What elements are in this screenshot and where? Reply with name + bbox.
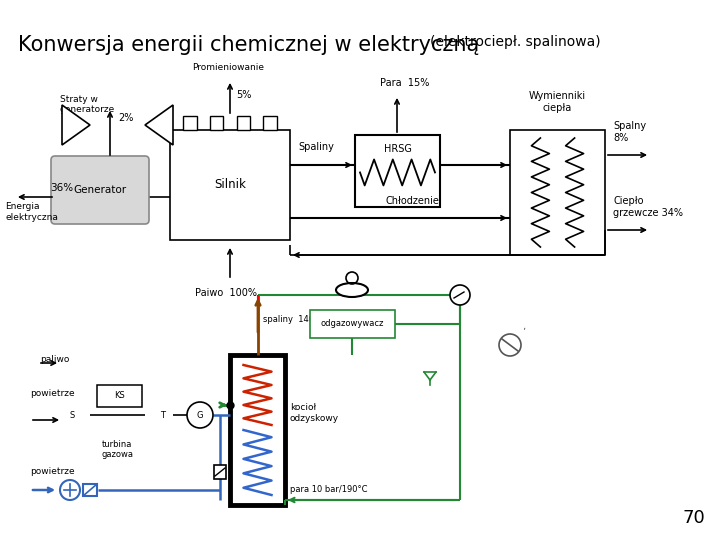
Text: Spaliny: Spaliny <box>298 142 334 152</box>
Circle shape <box>450 285 470 305</box>
Text: S: S <box>69 410 75 420</box>
Text: Generator: Generator <box>73 185 127 195</box>
Circle shape <box>499 334 521 356</box>
Text: powietrze: powietrze <box>30 468 75 476</box>
Text: Straty w
generatorze: Straty w generatorze <box>60 95 115 114</box>
Text: Promieniowanie: Promieniowanie <box>192 63 264 72</box>
Bar <box>97 385 142 407</box>
Text: Para  15%: Para 15% <box>380 78 429 88</box>
Text: para 10 bar/190°C: para 10 bar/190°C <box>290 485 367 495</box>
Text: Paiwo  100%: Paiwo 100% <box>195 288 257 298</box>
Text: Energia
elektryczna: Energia elektryczna <box>5 202 58 222</box>
Bar <box>210 116 223 130</box>
Text: kocioł
odzyskowy: kocioł odzyskowy <box>290 403 339 423</box>
Text: 70: 70 <box>683 509 705 527</box>
Polygon shape <box>62 105 90 145</box>
Text: paliwo: paliwo <box>40 355 69 364</box>
Bar <box>237 116 250 130</box>
Text: odgazowywacz: odgazowywacz <box>321 320 384 328</box>
Text: G: G <box>197 410 203 420</box>
Text: Konwersja energii chemicznej w elektryczną: Konwersja energii chemicznej w elektrycz… <box>18 35 480 55</box>
Text: Ciepło
grzewcze 34%: Ciepło grzewcze 34% <box>613 197 683 218</box>
Bar <box>230 355 285 505</box>
Text: T: T <box>161 410 166 420</box>
Ellipse shape <box>336 283 368 297</box>
Bar <box>170 130 290 240</box>
Text: Silnik: Silnik <box>214 179 246 192</box>
Text: HRSG: HRSG <box>384 144 411 154</box>
Text: 5%: 5% <box>236 90 251 100</box>
Text: Wymienniki
ciepła: Wymienniki ciepła <box>529 91 586 113</box>
Bar <box>184 116 197 130</box>
Polygon shape <box>145 105 173 145</box>
Bar <box>510 130 605 255</box>
Text: 2%: 2% <box>118 113 133 123</box>
Bar <box>83 484 97 496</box>
Text: KS: KS <box>114 392 125 401</box>
Text: powietrze: powietrze <box>30 388 75 397</box>
Text: Chłodzenie: Chłodzenie <box>385 196 439 206</box>
Text: (elektrociepł. spalinowa): (elektrociepł. spalinowa) <box>430 35 600 49</box>
Text: 36%: 36% <box>50 183 73 193</box>
Text: Spalny
8%: Spalny 8% <box>613 122 646 143</box>
FancyBboxPatch shape <box>51 156 149 224</box>
Bar <box>310 310 395 338</box>
Text: turbina
gazowa: turbina gazowa <box>101 440 133 460</box>
Text: spaliny  140°C: spaliny 140°C <box>263 315 324 325</box>
Bar <box>264 116 276 130</box>
Text: ʼ: ʼ <box>522 327 525 337</box>
Bar <box>214 465 226 479</box>
Bar <box>355 135 440 207</box>
